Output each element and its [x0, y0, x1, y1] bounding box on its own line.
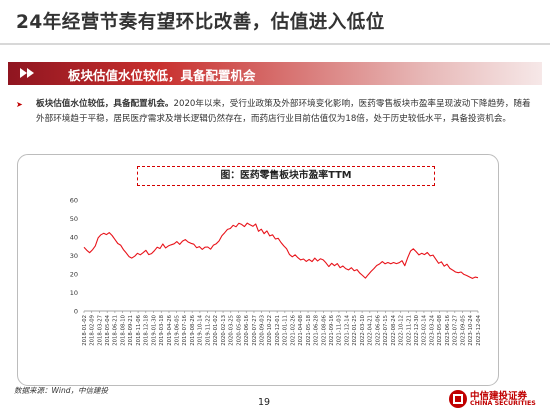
x-tick-label: 2021-06-28: [314, 314, 320, 345]
y-tick-label: 60: [70, 197, 78, 205]
series-line: [83, 222, 479, 279]
y-tick-label: 40: [70, 234, 78, 242]
title-divider: [0, 43, 550, 45]
x-tick-label: 2020-01-02: [213, 315, 219, 346]
logo-icon: [449, 390, 467, 408]
bullet-lead: 板块估值水位较低，具备配置机会。: [36, 99, 174, 109]
bullet-text: 2020年以来，受行业政策及外部环境变化影响，医药零售板块市盈率呈现波动下降趋势…: [36, 99, 531, 124]
company-logo: 中信建投证券 CHINA SECURITIES: [448, 388, 548, 410]
bullet-paragraph: ➤ 板块估值水位较低，具备配置机会。2020年以来，受行业政策及外部环境变化影响…: [16, 97, 536, 127]
x-tick-label: 2020-06-16: [244, 314, 250, 345]
x-tick-label: 2023-02-14: [422, 314, 428, 345]
x-tick-label: 2019-11-22: [205, 315, 211, 346]
x-tick-label: 2023-12-04: [476, 314, 482, 345]
x-tick-label: 2021-02-26: [290, 314, 296, 345]
x-tick-label: 2021-04-08: [298, 314, 304, 345]
x-tick-label: 2020-03-25: [229, 315, 235, 346]
x-tick-label: 2022-03-10: [360, 314, 366, 345]
data-source: 数据来源：Wind，中信建投: [14, 386, 109, 395]
x-tick-label: 2021-01-11: [283, 315, 289, 346]
x-tick-label: 2018-08-10: [120, 314, 126, 345]
y-tick-label: 10: [70, 289, 78, 297]
page-number: 19: [258, 397, 271, 408]
x-tick-label: 2023-06-16: [445, 314, 451, 345]
x-tick-label: 2023-05-08: [437, 314, 443, 345]
x-tick-label: 2022-07-15: [383, 315, 389, 346]
x-tick-label: 2019-04-26: [167, 314, 173, 345]
x-tick-label: 2018-05-04: [105, 314, 111, 345]
x-tick-label: 2020-10-22: [267, 315, 273, 346]
logo-name-cn: 中信建投证券: [470, 391, 528, 402]
x-tick-label: 2018-12-18: [144, 314, 150, 345]
x-tick-label: 2019-03-18: [159, 314, 165, 345]
x-tick-label: 2022-10-12: [399, 315, 405, 346]
pe-ratio-line-chart: 0 10 20 30 40 50 60 2018-01-02 2018-02-09 2018-03…: [70, 197, 482, 346]
x-tick-label: 2021-11-03: [337, 315, 343, 346]
chevron-right-icon: [27, 68, 34, 78]
x-tick-label: 2019-07-16: [182, 314, 188, 345]
x-tick-label: 2023-07-27: [453, 315, 459, 346]
x-tick-label: 2021-08-06: [321, 314, 327, 345]
x-tick-label: 2018-01-02: [82, 315, 88, 346]
x-tick-label: 2020-12-01: [275, 315, 281, 346]
x-tick-label: 2018-06-21: [113, 315, 119, 346]
x-tick-label: 2021-09-16: [329, 314, 335, 345]
y-tick-label: 50: [70, 215, 78, 223]
x-tick-label: 2022-12-30: [414, 314, 420, 345]
x-tick-label: 2022-08-24: [391, 314, 397, 345]
section-title: 板块估值水位较低，具备配置机会: [68, 68, 256, 83]
x-tick-label: 2020-07-27: [252, 315, 258, 346]
x-tick-label: 2022-01-25: [352, 315, 358, 346]
bullet-arrow-icon: ➤: [16, 100, 23, 109]
y-tick-label: 30: [70, 252, 78, 260]
section-banner: 板块估值水位较低，具备配置机会: [8, 62, 542, 85]
x-tick-label: 2018-09-21: [128, 315, 134, 346]
x-tick-label: 2018-02-09: [90, 315, 96, 346]
x-tick-label: 2022-04-21: [368, 315, 374, 346]
x-tick-label: 2018-11-06: [136, 314, 142, 345]
y-tick-label: 0: [74, 308, 78, 316]
chart-frame: [17, 154, 499, 386]
x-tick-label: 2019-06-05: [175, 315, 181, 346]
x-tick-label: 2021-05-18: [306, 314, 312, 345]
chevron-right-icon: [20, 68, 27, 78]
x-tick-label: 2022-11-21: [406, 315, 412, 346]
y-tick-label: 20: [70, 271, 78, 279]
x-tick-label: 2023-10-24: [468, 314, 474, 345]
x-tick-label: 2020-02-13: [221, 315, 227, 346]
page-title: 24年经营节奏有望环比改善，估值进入低位: [16, 12, 385, 33]
x-tick-label: 2019-01-30: [151, 314, 157, 345]
x-tick-label: 2020-05-08: [236, 314, 242, 345]
x-tick-label: 2023-03-24: [429, 314, 435, 345]
x-tick-label: 2020-09-03: [259, 315, 265, 346]
x-tick-label: 2019-10-14: [198, 314, 204, 345]
x-tick-label: 2019-08-26: [190, 314, 196, 345]
x-tick-label: 2022-06-06: [375, 314, 381, 345]
logo-name-en: CHINA SECURITIES: [470, 400, 536, 407]
x-tick-label: 2023-09-05: [460, 315, 466, 346]
chart-title: 图：医药零售板块市盈率TTM: [137, 166, 435, 186]
x-tick-label: 2018-03-27: [97, 315, 103, 346]
x-tick-label: 2021-12-14: [344, 314, 350, 345]
